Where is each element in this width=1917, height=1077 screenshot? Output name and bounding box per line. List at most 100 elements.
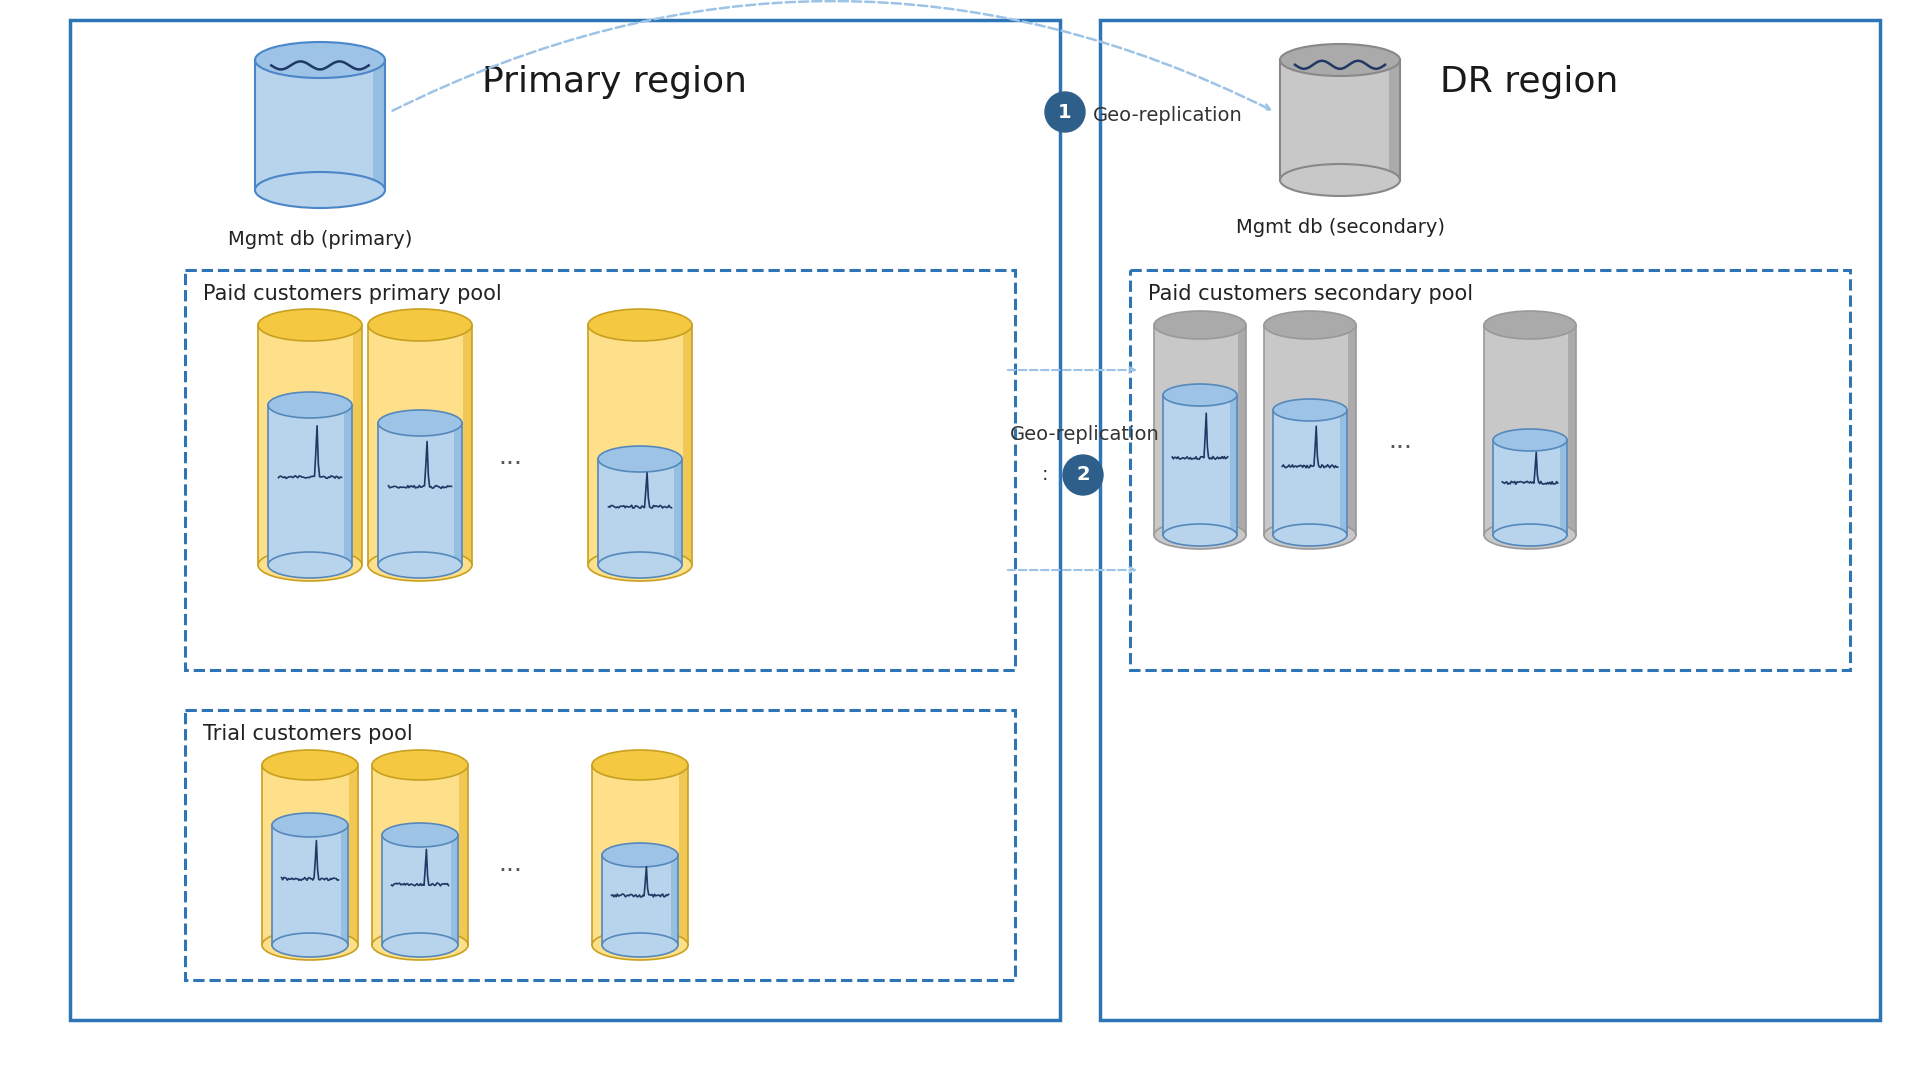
Ellipse shape — [378, 410, 462, 436]
Ellipse shape — [602, 933, 679, 957]
Text: 1: 1 — [1058, 102, 1072, 122]
Ellipse shape — [1263, 521, 1355, 549]
Polygon shape — [675, 459, 682, 565]
Bar — [1129, 270, 1850, 670]
Ellipse shape — [1273, 524, 1348, 546]
Polygon shape — [462, 325, 472, 565]
Polygon shape — [1231, 395, 1236, 535]
Polygon shape — [1154, 325, 1246, 535]
Text: Trial customers pool: Trial customers pool — [203, 724, 412, 744]
Ellipse shape — [368, 549, 472, 581]
Ellipse shape — [1484, 311, 1576, 339]
Text: :: : — [1041, 465, 1049, 485]
Polygon shape — [341, 825, 349, 945]
Ellipse shape — [263, 931, 358, 960]
Polygon shape — [368, 325, 472, 565]
Bar — [1100, 20, 1881, 1020]
Text: DR region: DR region — [1440, 65, 1618, 99]
Text: ...: ... — [498, 852, 521, 876]
Ellipse shape — [259, 309, 362, 341]
Ellipse shape — [381, 933, 458, 957]
Ellipse shape — [272, 813, 349, 837]
Ellipse shape — [592, 931, 688, 960]
Ellipse shape — [381, 823, 458, 847]
Polygon shape — [1340, 410, 1348, 535]
Polygon shape — [602, 855, 679, 945]
Polygon shape — [460, 765, 468, 945]
Ellipse shape — [272, 933, 349, 957]
Ellipse shape — [1154, 311, 1246, 339]
Text: ...: ... — [498, 445, 521, 468]
Polygon shape — [345, 405, 353, 565]
Ellipse shape — [589, 549, 692, 581]
Ellipse shape — [268, 553, 353, 578]
Text: 2: 2 — [1075, 465, 1089, 485]
Ellipse shape — [1281, 164, 1399, 196]
Ellipse shape — [598, 446, 682, 472]
Text: Mgmt db (secondary): Mgmt db (secondary) — [1235, 218, 1445, 237]
Polygon shape — [381, 835, 458, 945]
Polygon shape — [1263, 325, 1355, 535]
Polygon shape — [592, 765, 688, 945]
Text: Mgmt db (primary): Mgmt db (primary) — [228, 230, 412, 249]
Text: Primary region: Primary region — [481, 65, 748, 99]
Polygon shape — [682, 325, 692, 565]
Ellipse shape — [1281, 44, 1399, 76]
Text: Geo-replication: Geo-replication — [1093, 106, 1242, 125]
Bar — [186, 270, 1014, 670]
Ellipse shape — [255, 172, 385, 208]
Polygon shape — [1560, 440, 1566, 535]
Text: Paid customers secondary pool: Paid customers secondary pool — [1148, 284, 1472, 304]
Ellipse shape — [1493, 524, 1566, 546]
Polygon shape — [353, 325, 362, 565]
Polygon shape — [1493, 440, 1566, 535]
Ellipse shape — [263, 750, 358, 780]
Ellipse shape — [378, 553, 462, 578]
Ellipse shape — [598, 553, 682, 578]
Polygon shape — [268, 405, 353, 565]
Polygon shape — [598, 459, 682, 565]
Polygon shape — [272, 825, 349, 945]
Text: Paid customers primary pool: Paid customers primary pool — [203, 284, 502, 304]
Polygon shape — [1281, 60, 1399, 180]
Polygon shape — [263, 765, 358, 945]
Ellipse shape — [255, 42, 385, 78]
Text: ...: ... — [1388, 429, 1413, 452]
Polygon shape — [1273, 410, 1348, 535]
Polygon shape — [1348, 325, 1355, 535]
Polygon shape — [589, 325, 692, 565]
Text: Geo-replication: Geo-replication — [1010, 425, 1160, 445]
Polygon shape — [378, 423, 462, 565]
Ellipse shape — [372, 750, 468, 780]
Circle shape — [1045, 92, 1085, 132]
Polygon shape — [255, 60, 385, 190]
Ellipse shape — [1154, 521, 1246, 549]
Ellipse shape — [592, 750, 688, 780]
Ellipse shape — [1164, 524, 1236, 546]
Polygon shape — [349, 765, 358, 945]
Polygon shape — [259, 325, 362, 565]
Circle shape — [1064, 454, 1102, 495]
Ellipse shape — [368, 309, 472, 341]
Bar — [186, 710, 1014, 980]
Ellipse shape — [1263, 311, 1355, 339]
Ellipse shape — [268, 392, 353, 418]
Polygon shape — [1238, 325, 1246, 535]
Polygon shape — [454, 423, 462, 565]
Polygon shape — [1484, 325, 1576, 535]
Polygon shape — [372, 765, 468, 945]
Polygon shape — [671, 855, 679, 945]
Polygon shape — [1568, 325, 1576, 535]
Ellipse shape — [259, 549, 362, 581]
Polygon shape — [450, 835, 458, 945]
Ellipse shape — [372, 931, 468, 960]
Bar — [71, 20, 1060, 1020]
Polygon shape — [1390, 60, 1399, 180]
Ellipse shape — [1484, 521, 1576, 549]
Polygon shape — [1164, 395, 1236, 535]
Ellipse shape — [1273, 398, 1348, 421]
Polygon shape — [679, 765, 688, 945]
Ellipse shape — [1493, 429, 1566, 451]
Ellipse shape — [602, 843, 679, 867]
Polygon shape — [374, 60, 385, 190]
